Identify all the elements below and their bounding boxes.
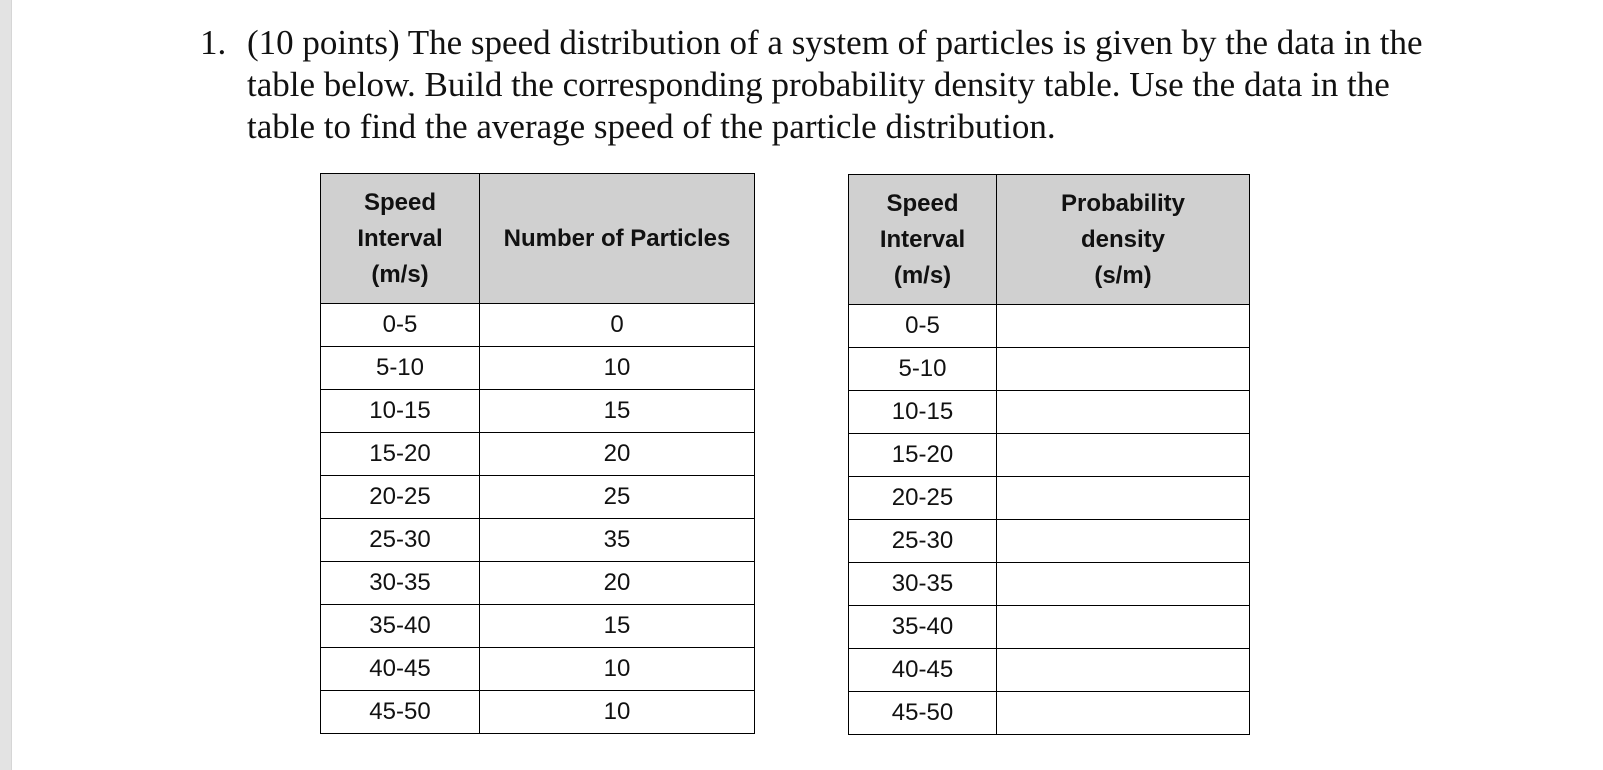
particle-count-cell: 10 bbox=[479, 346, 755, 390]
particle-count-cell: 25 bbox=[479, 475, 755, 519]
particle-count-cell: 10 bbox=[479, 647, 755, 691]
table-row: 15-20 bbox=[848, 433, 1250, 477]
speed-interval-cell: 40-45 bbox=[320, 647, 480, 691]
particle-count-cell: 15 bbox=[479, 604, 755, 648]
page-left-edge bbox=[0, 0, 12, 770]
probability-density-cell bbox=[996, 648, 1250, 692]
speed-interval-cell: 30-35 bbox=[320, 561, 480, 605]
table-row: 25-30 35 bbox=[320, 518, 755, 562]
table-row: 40-45 10 bbox=[320, 647, 755, 691]
probability-density-cell bbox=[996, 691, 1250, 735]
header-line: Probability bbox=[1060, 189, 1186, 217]
speed-interval-cell: 25-30 bbox=[848, 519, 997, 563]
probability-density-cell bbox=[996, 304, 1250, 348]
speed-interval-cell: 5-10 bbox=[848, 347, 997, 391]
table-row: 10-15 bbox=[848, 390, 1250, 434]
header-number-of-particles: Number of Particles bbox=[479, 173, 755, 304]
speed-interval-cell: 20-25 bbox=[848, 476, 997, 520]
problem-statement: (10 points) The speed distribution of a … bbox=[247, 22, 1547, 148]
speed-interval-cell: 45-50 bbox=[848, 691, 997, 735]
header-speed-interval: Speed Interval (m/s) bbox=[320, 173, 480, 304]
table-row: 5-10 bbox=[848, 347, 1250, 391]
problem-line: (10 points) The speed distribution of a … bbox=[247, 23, 1423, 62]
probability-density-cell bbox=[996, 519, 1250, 563]
header-line: (m/s) bbox=[371, 260, 429, 288]
speed-interval-cell: 0-5 bbox=[320, 303, 480, 347]
speed-interval-cell: 40-45 bbox=[848, 648, 997, 692]
table-row: 20-25 bbox=[848, 476, 1250, 520]
table-row: 5-10 10 bbox=[320, 346, 755, 390]
speed-interval-cell: 35-40 bbox=[320, 604, 480, 648]
problem-line: table to find the average speed of the p… bbox=[247, 107, 1056, 146]
particle-count-cell: 20 bbox=[479, 432, 755, 476]
table-row: 0-5 bbox=[848, 304, 1250, 348]
table-row: 30-35 20 bbox=[320, 561, 755, 605]
table-row: 10-15 15 bbox=[320, 389, 755, 433]
probability-density-cell bbox=[996, 562, 1250, 606]
probability-density-cell bbox=[996, 390, 1250, 434]
problem-number: 1. bbox=[200, 23, 227, 62]
particle-count-cell: 20 bbox=[479, 561, 755, 605]
speed-interval-cell: 5-10 bbox=[320, 346, 480, 390]
speed-interval-cell: 30-35 bbox=[848, 562, 997, 606]
particle-count-cell: 10 bbox=[479, 690, 755, 734]
speed-interval-cell: 10-15 bbox=[320, 389, 480, 433]
speed-interval-cell: 10-15 bbox=[848, 390, 997, 434]
header-line: Interval bbox=[357, 224, 443, 252]
particle-count-cell: 35 bbox=[479, 518, 755, 562]
table-header-row: Speed Interval (m/s) Probability density… bbox=[848, 174, 1250, 305]
probability-density-cell bbox=[996, 605, 1250, 649]
speed-interval-cell: 25-30 bbox=[320, 518, 480, 562]
table-row: 35-40 15 bbox=[320, 604, 755, 648]
table-row: 35-40 bbox=[848, 605, 1250, 649]
probability-density-cell bbox=[996, 347, 1250, 391]
table-row: 0-5 0 bbox=[320, 303, 755, 347]
particle-count-cell: 15 bbox=[479, 389, 755, 433]
table-row: 15-20 20 bbox=[320, 432, 755, 476]
table-row: 40-45 bbox=[848, 648, 1250, 692]
header-line: Interval bbox=[879, 225, 966, 253]
header-line: (m/s) bbox=[893, 261, 952, 289]
header-line: density bbox=[1080, 225, 1166, 253]
header-probability-density: Probability density (s/m) bbox=[996, 174, 1250, 305]
probability-density-cell bbox=[996, 433, 1250, 477]
table-row: 45-50 bbox=[848, 691, 1250, 735]
speed-interval-cell: 0-5 bbox=[848, 304, 997, 348]
speed-interval-cell: 15-20 bbox=[848, 433, 997, 477]
probability-density-table: Speed Interval (m/s) Probability density… bbox=[848, 174, 1250, 735]
particle-count-cell: 0 bbox=[479, 303, 755, 347]
probability-density-cell bbox=[996, 476, 1250, 520]
table-row: 25-30 bbox=[848, 519, 1250, 563]
header-line: Speed bbox=[886, 189, 959, 217]
table-row: 30-35 bbox=[848, 562, 1250, 606]
table-row: 20-25 25 bbox=[320, 475, 755, 519]
speed-interval-cell: 20-25 bbox=[320, 475, 480, 519]
problem-line: table below. Build the corresponding pro… bbox=[247, 65, 1390, 104]
speed-interval-cell: 45-50 bbox=[320, 690, 480, 734]
table-header-row: Speed Interval (m/s) Number of Particles bbox=[320, 173, 755, 304]
speed-distribution-table: Speed Interval (m/s) Number of Particles… bbox=[320, 173, 755, 734]
header-line: (s/m) bbox=[1094, 261, 1152, 289]
speed-interval-cell: 15-20 bbox=[320, 432, 480, 476]
header-speed-interval: Speed Interval (m/s) bbox=[848, 174, 997, 305]
speed-interval-cell: 35-40 bbox=[848, 605, 997, 649]
header-line: Speed bbox=[363, 188, 437, 216]
table-row: 45-50 10 bbox=[320, 690, 755, 734]
